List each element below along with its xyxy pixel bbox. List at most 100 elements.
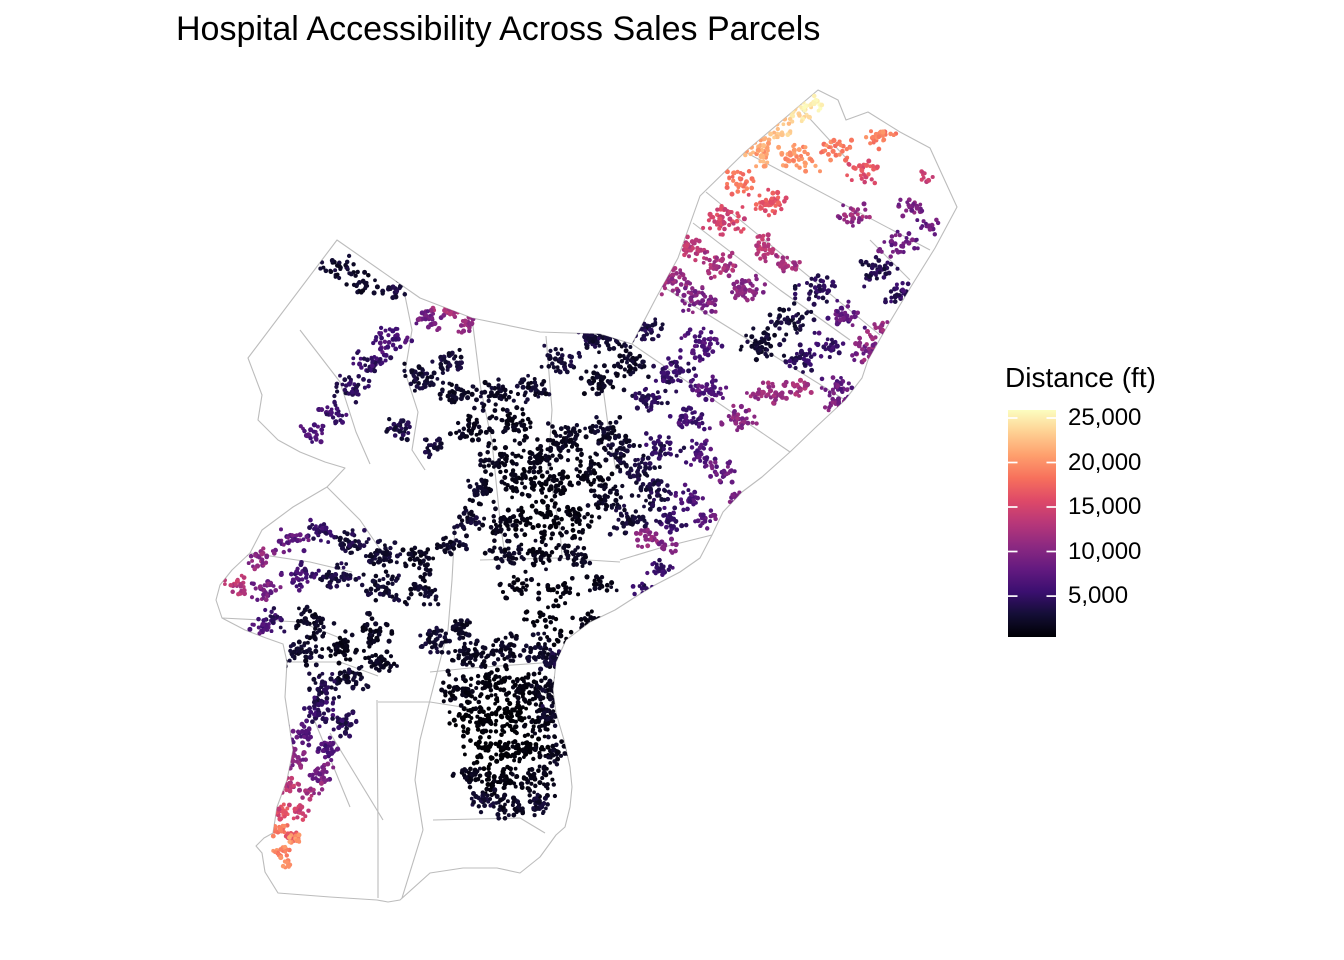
parcel-dot (360, 686, 366, 692)
parcel-dot (351, 361, 356, 366)
parcel-dot (602, 497, 608, 502)
parcel-dot (789, 318, 794, 323)
parcel-dot (539, 550, 545, 556)
parcel-dot (539, 364, 544, 369)
parcel-dot (835, 141, 840, 147)
parcel-dot (591, 370, 597, 376)
parcel-dot (338, 373, 342, 378)
parcel-dot (545, 353, 550, 358)
parcel-dot (704, 256, 709, 261)
parcel-dot (563, 601, 568, 606)
parcel-dot (282, 755, 287, 760)
parcel-dot (595, 505, 601, 510)
parcel-dot (282, 629, 287, 634)
parcel-dot (538, 555, 544, 561)
parcel-dot (311, 676, 317, 682)
parcel-dot (697, 334, 702, 339)
parcel-dot (754, 164, 759, 169)
parcel-dot (726, 413, 732, 419)
parcel-dot (327, 584, 332, 589)
parcel-dot (785, 315, 790, 320)
parcel-dot (340, 382, 345, 387)
parcel-dot (761, 155, 766, 160)
parcel-dot (468, 516, 473, 521)
parcel-dot (760, 380, 766, 386)
parcel-dot (368, 586, 374, 592)
parcel-dot (639, 586, 645, 591)
parcel-dot (594, 374, 600, 380)
parcel-dot (371, 341, 376, 346)
parcel-dot (678, 355, 683, 360)
parcel-dot (450, 305, 456, 311)
parcel-dot (331, 696, 337, 701)
parcel-dot (619, 513, 624, 518)
parcel-dot (560, 474, 566, 480)
parcel-dot (730, 290, 735, 295)
parcel-dot (390, 574, 395, 579)
parcel-dot (519, 528, 524, 532)
parcel-dot (545, 457, 550, 463)
parcel-dot (472, 653, 478, 659)
parcel-dot (279, 777, 285, 783)
parcel-dot (434, 625, 439, 631)
parcel-dot (702, 294, 708, 299)
parcel-dot (787, 363, 793, 369)
parcel-dot (548, 619, 554, 625)
parcel-dot (365, 592, 371, 598)
parcel-dot (718, 271, 723, 275)
parcel-dot (848, 145, 853, 150)
parcel-dot (385, 344, 391, 350)
parcel-dot (574, 562, 579, 567)
parcel-dot (514, 636, 519, 641)
parcel-dot (332, 399, 337, 405)
parcel-dot (325, 405, 330, 410)
parcel-dot (375, 583, 381, 589)
parcel-dot (690, 286, 695, 291)
parcel-dot (596, 578, 601, 583)
parcel-dot (806, 358, 811, 363)
parcel-dot (501, 384, 505, 389)
parcel-dot (838, 306, 844, 311)
parcel-dot (448, 551, 454, 557)
parcel-dot (348, 271, 354, 277)
parcel-dot (633, 362, 638, 367)
parcel-dot (343, 537, 348, 543)
parcel-dot (315, 630, 319, 635)
parcel-dot (304, 649, 310, 655)
parcel-dot (633, 509, 638, 514)
parcel-dot (735, 500, 740, 505)
parcel-dot (541, 387, 546, 392)
parcel-dot (400, 432, 406, 438)
parcel-dot (443, 631, 448, 636)
parcel-dot (550, 424, 555, 429)
parcel-dot (243, 551, 249, 557)
parcel-dot (678, 282, 684, 287)
parcel-dot (835, 298, 840, 303)
parcel-dot (605, 342, 611, 348)
parcel-dot (239, 582, 244, 587)
parcel-dot (416, 365, 422, 371)
parcel-dot (633, 395, 639, 401)
parcel-dot (319, 407, 325, 413)
parcel-dot (844, 387, 850, 393)
parcel-dot (650, 562, 655, 567)
parcel-dot (753, 342, 758, 347)
parcel-dot (739, 425, 745, 431)
parcel-dot (539, 381, 545, 387)
parcel-dot (344, 412, 349, 417)
parcel-dot (633, 391, 638, 396)
parcel-dot (876, 258, 882, 263)
parcel-dot (584, 369, 589, 374)
parcel-dot (402, 600, 408, 605)
parcel-dot (492, 408, 498, 413)
parcel-dot (884, 333, 890, 339)
parcel-dot (492, 538, 497, 543)
parcel-dot (535, 523, 541, 529)
parcel-dot (331, 621, 337, 626)
parcel-dot (370, 578, 376, 584)
parcel-dot (789, 103, 794, 108)
parcel-dot (632, 462, 638, 468)
parcel-dot (329, 258, 335, 263)
parcel-dot (467, 483, 473, 490)
parcel-dot (259, 551, 265, 557)
